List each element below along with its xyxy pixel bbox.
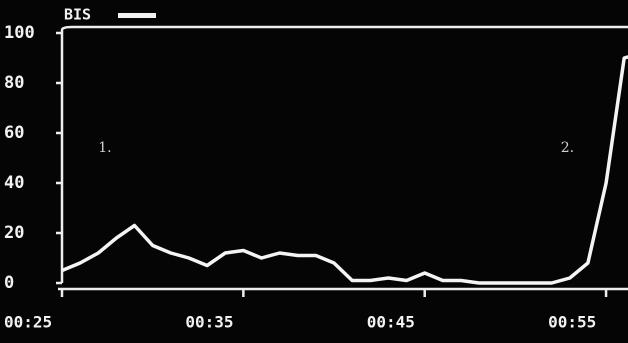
- title-bar: [118, 13, 156, 18]
- x-tick-label: 00:45: [367, 313, 415, 332]
- chart: BIS 02040608010000:2500:3500:4500:5501:0…: [0, 0, 628, 343]
- x-tick-label: 00:25: [4, 313, 52, 332]
- screen-background: [0, 0, 628, 343]
- page: {"chart_data": {"type": "line", "title":…: [0, 0, 628, 343]
- x-tick-label: 00:35: [185, 313, 233, 332]
- chart-title: BIS: [64, 6, 91, 24]
- y-tick-label: 0: [4, 273, 14, 293]
- y-tick-label: 60: [4, 123, 24, 143]
- x-tick-label: 00:55: [548, 313, 596, 332]
- annotation: 2.: [561, 140, 574, 156]
- annotation: 1.: [98, 140, 111, 156]
- y-tick-label: 40: [4, 173, 24, 193]
- y-tick-label: 80: [4, 73, 24, 93]
- y-tick-label: 100: [4, 23, 35, 43]
- y-tick-label: 20: [4, 223, 24, 243]
